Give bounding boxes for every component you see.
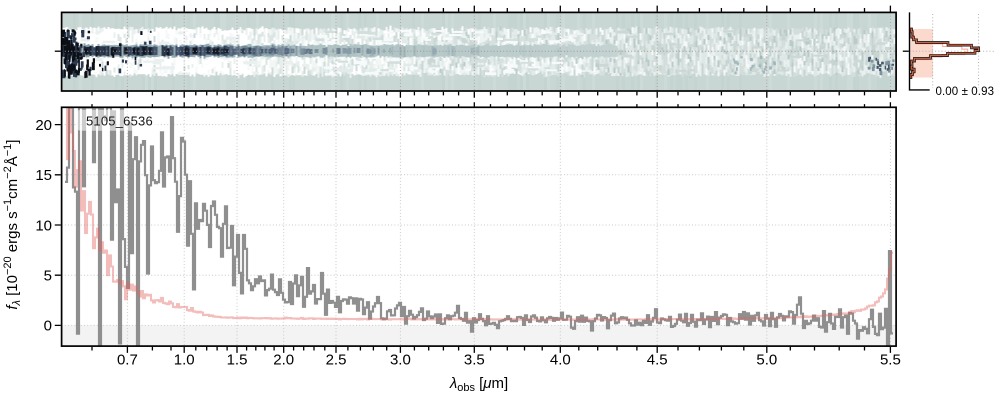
svg-text:20: 20 [35, 117, 52, 134]
svg-text:15: 15 [35, 167, 52, 184]
svg-text:2.5: 2.5 [326, 352, 347, 369]
svg-text:5105_6536: 5105_6536 [86, 114, 153, 129]
svg-text:3.0: 3.0 [390, 352, 411, 369]
svg-text:4.5: 4.5 [647, 352, 668, 369]
svg-text:5.0: 5.0 [756, 352, 777, 369]
svg-text:fλ [10−20 ergs s−1cm−2Å−1]: fλ [10−20 ergs s−1cm−2Å−1] [2, 140, 23, 310]
svg-text:5: 5 [44, 268, 52, 285]
svg-text:0.00 ± 0.93: 0.00 ± 0.93 [936, 86, 995, 98]
svg-text:10: 10 [35, 217, 52, 234]
svg-text:0: 0 [44, 318, 52, 335]
svg-text:3.5: 3.5 [464, 352, 485, 369]
svg-text:1.5: 1.5 [227, 352, 248, 369]
svg-text:5.5: 5.5 [880, 352, 901, 369]
svg-text:λobs [μm]: λobs [μm] [449, 375, 508, 394]
svg-text:2.0: 2.0 [273, 352, 294, 369]
svg-text:4.0: 4.0 [550, 352, 571, 369]
svg-text:1.0: 1.0 [174, 352, 195, 369]
svg-text:0.7: 0.7 [117, 352, 138, 369]
